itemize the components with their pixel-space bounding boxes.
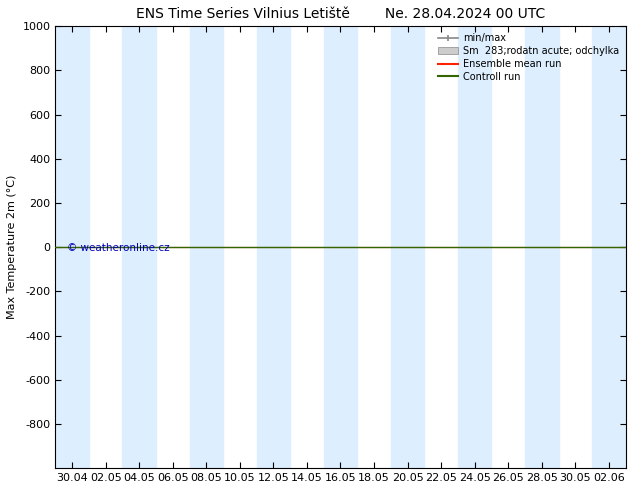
Bar [55, 26, 89, 468]
Bar [458, 26, 491, 468]
Bar [391, 26, 424, 468]
Bar [324, 26, 358, 468]
Title: ENS Time Series Vilnius Letiště        Ne. 28.04.2024 00 UTC: ENS Time Series Vilnius Letiště Ne. 28.0… [136, 7, 545, 21]
Text: © weatheronline.cz: © weatheronline.cz [67, 243, 169, 253]
Y-axis label: Max Temperature 2m (°C): Max Temperature 2m (°C) [7, 175, 17, 319]
Bar [525, 26, 559, 468]
Legend: min/max, Sm  283;rodatn acute; odchylka, Ensemble mean run, Controll run: min/max, Sm 283;rodatn acute; odchylka, … [434, 29, 623, 86]
Bar [257, 26, 290, 468]
Bar [122, 26, 156, 468]
Bar [592, 26, 626, 468]
Bar [190, 26, 223, 468]
